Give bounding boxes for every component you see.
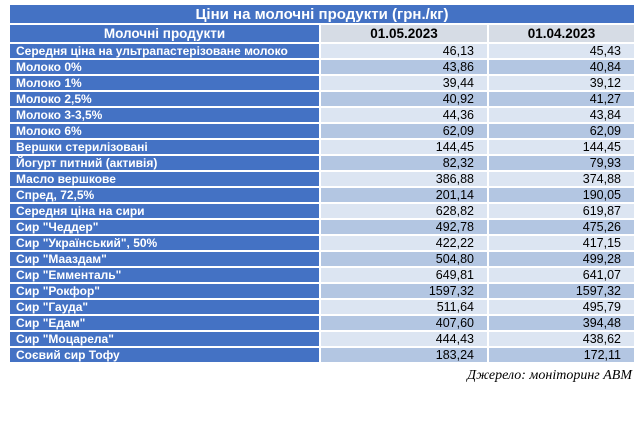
price-current-cell: 386,88 [319,170,489,188]
table-row: Середня ціна на ультрапастерізоване моло… [8,42,636,60]
table-row: Сир "Мааздам" 504,80 499,28 [8,250,636,268]
product-cell: Середня ціна на сири [8,202,321,220]
product-cell: Молоко 2,5% [8,90,321,108]
column-header-date-current: 01.05.2023 [319,23,489,44]
table-row: Йогурт питний (активія) 82,32 79,93 [8,154,636,172]
price-previous-cell: 172,11 [487,346,636,364]
table-row: Молоко 6% 62,09 62,09 [8,122,636,140]
price-previous-cell: 495,79 [487,298,636,316]
price-previous-cell: 374,88 [487,170,636,188]
price-previous-cell: 41,27 [487,90,636,108]
table-title: Ціни на молочні продукти (грн./кг) [8,3,636,25]
price-previous-cell: 619,87 [487,202,636,220]
price-previous-cell: 641,07 [487,266,636,284]
price-current-cell: 628,82 [319,202,489,220]
price-current-cell: 62,09 [319,122,489,140]
table-body: Середня ціна на ультрапастерізоване моло… [8,42,636,364]
product-cell: Спред, 72,5% [8,186,321,204]
price-previous-cell: 40,84 [487,58,636,76]
price-current-cell: 201,14 [319,186,489,204]
price-current-cell: 444,43 [319,330,489,348]
price-previous-cell: 45,43 [487,42,636,60]
product-cell: Молоко 1% [8,74,321,92]
price-current-cell: 1597,32 [319,282,489,300]
column-header-products: Молочні продукти [8,23,321,44]
product-cell: Сир "Український", 50% [8,234,321,252]
price-current-cell: 511,64 [319,298,489,316]
table-row: Середня ціна на сири 628,82 619,87 [8,202,636,220]
price-current-cell: 44,36 [319,106,489,124]
price-current-cell: 46,13 [319,42,489,60]
table-row: Соєвий сир Тофу 183,24 172,11 [8,346,636,364]
price-current-cell: 40,92 [319,90,489,108]
price-current-cell: 43,86 [319,58,489,76]
table-title-row: Ціни на молочні продукти (грн./кг) [8,3,636,25]
price-previous-cell: 1597,32 [487,282,636,300]
price-previous-cell: 417,15 [487,234,636,252]
price-current-cell: 407,60 [319,314,489,332]
product-cell: Сир "Емменталь" [8,266,321,284]
table-row: Сир "Чеддер" 492,78 475,26 [8,218,636,236]
product-cell: Сир "Рокфор" [8,282,321,300]
price-previous-cell: 475,26 [487,218,636,236]
product-cell: Соєвий сир Тофу [8,346,321,364]
price-previous-cell: 394,48 [487,314,636,332]
price-previous-cell: 39,12 [487,74,636,92]
product-cell: Сир "Чеддер" [8,218,321,236]
price-current-cell: 649,81 [319,266,489,284]
table-row: Сир "Український", 50% 422,22 417,15 [8,234,636,252]
product-cell: Молоко 6% [8,122,321,140]
price-previous-cell: 499,28 [487,250,636,268]
price-previous-cell: 190,05 [487,186,636,204]
price-previous-cell: 144,45 [487,138,636,156]
price-current-cell: 82,32 [319,154,489,172]
dairy-price-table: Ціни на молочні продукти (грн./кг) Молоч… [8,3,636,364]
table-row: Сир "Емменталь" 649,81 641,07 [8,266,636,284]
table-row: Молоко 3-3,5% 44,36 43,84 [8,106,636,124]
price-current-cell: 422,22 [319,234,489,252]
product-cell: Середня ціна на ультрапастерізоване моло… [8,42,321,60]
price-previous-cell: 62,09 [487,122,636,140]
price-current-cell: 504,80 [319,250,489,268]
product-cell: Масло вершкове [8,170,321,188]
table-row: Молоко 2,5% 40,92 41,27 [8,90,636,108]
table-row: Сир "Гауда" 511,64 495,79 [8,298,636,316]
price-current-cell: 144,45 [319,138,489,156]
product-cell: Молоко 0% [8,58,321,76]
table-row: Масло вершкове 386,88 374,88 [8,170,636,188]
table-row: Сир "Рокфор" 1597,32 1597,32 [8,282,636,300]
product-cell: Сир "Моцарела" [8,330,321,348]
source-note: Джерело: моніторинг АВМ [467,368,632,383]
table-header-row: Молочні продукти 01.05.2023 01.04.2023 [8,23,636,44]
price-previous-cell: 79,93 [487,154,636,172]
table-row: Вершки стерилізовані 144,45 144,45 [8,138,636,156]
product-cell: Сир "Гауда" [8,298,321,316]
price-current-cell: 39,44 [319,74,489,92]
price-current-cell: 183,24 [319,346,489,364]
column-header-date-previous: 01.04.2023 [487,23,636,44]
product-cell: Сир "Мааздам" [8,250,321,268]
product-cell: Молоко 3-3,5% [8,106,321,124]
price-previous-cell: 43,84 [487,106,636,124]
price-current-cell: 492,78 [319,218,489,236]
product-cell: Вершки стерилізовані [8,138,321,156]
product-cell: Сир "Едам" [8,314,321,332]
table-row: Молоко 0% 43,86 40,84 [8,58,636,76]
table-row: Молоко 1% 39,44 39,12 [8,74,636,92]
table-row: Спред, 72,5% 201,14 190,05 [8,186,636,204]
table-row: Сир "Моцарела" 444,43 438,62 [8,330,636,348]
product-cell: Йогурт питний (активія) [8,154,321,172]
price-previous-cell: 438,62 [487,330,636,348]
table-row: Сир "Едам" 407,60 394,48 [8,314,636,332]
